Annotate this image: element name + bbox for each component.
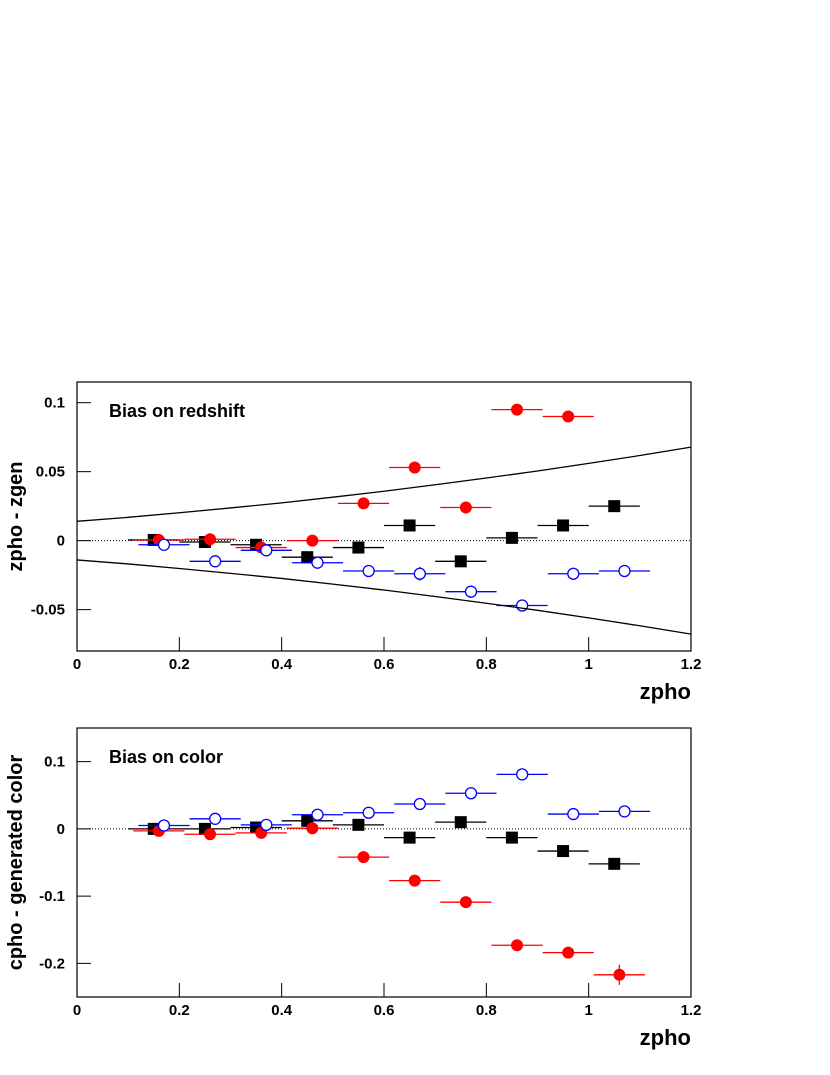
marker — [260, 818, 273, 831]
marker — [157, 538, 171, 551]
marker — [464, 787, 478, 800]
y-tick-label: 0 — [57, 533, 65, 550]
x-tick-label: 1 — [584, 1002, 592, 1019]
x-tick-label: 0.8 — [476, 656, 497, 673]
marker — [311, 556, 324, 569]
marker — [157, 819, 171, 832]
y-axis-label: zpho - zgen — [5, 462, 27, 572]
x-tick-label: 0.6 — [374, 656, 395, 673]
x-tick-label: 1 — [584, 656, 592, 673]
y-tick-label: -0.1 — [39, 888, 65, 905]
marker — [403, 519, 416, 532]
marker — [413, 567, 426, 580]
x-tick-label: 0.4 — [271, 656, 293, 673]
marker — [562, 410, 575, 423]
marker — [357, 497, 370, 510]
curve — [76, 559, 692, 635]
marker — [408, 874, 421, 887]
marker — [408, 461, 421, 474]
marker — [260, 544, 273, 557]
marker — [511, 939, 524, 952]
marker — [464, 585, 478, 598]
curve — [76, 446, 692, 522]
marker — [362, 806, 375, 819]
marker — [301, 551, 314, 564]
marker — [204, 533, 217, 546]
y-tick-label: 0.1 — [44, 754, 65, 771]
marker — [618, 805, 631, 818]
y-axis-label: cpho - generated color — [5, 754, 27, 970]
annotation: Bias on redshift — [109, 401, 245, 421]
marker — [505, 531, 518, 544]
y-tick-label: -0.05 — [31, 602, 65, 619]
x-tick-label: 0.4 — [271, 1002, 293, 1019]
marker — [454, 816, 467, 829]
x-tick-label: 0.6 — [374, 1002, 395, 1019]
y-tick-label: 0.05 — [36, 464, 65, 481]
panel: 0 0.2 0.4 0.6 0.8 1 1.2 -0.05 0 0.05 0.1 zpho zpho -… — [5, 381, 702, 704]
marker — [208, 812, 222, 825]
x-tick-label: 0.2 — [169, 1002, 190, 1019]
marker — [608, 857, 621, 870]
marker — [516, 768, 529, 781]
marker — [557, 519, 570, 532]
marker — [567, 567, 580, 580]
y-tick-label: -0.2 — [39, 955, 65, 972]
panel: 0 0.2 0.4 0.6 0.8 1 1.2 -0.2 -0.1 0 0.1 zpho cpho - … — [5, 727, 702, 1050]
marker — [204, 828, 217, 841]
marker — [352, 541, 365, 554]
marker — [511, 403, 524, 416]
marker — [459, 896, 472, 909]
y-tick-label: 0 — [57, 821, 65, 838]
marker — [562, 946, 575, 959]
x-tick-label: 0.2 — [169, 656, 190, 673]
marker — [306, 534, 319, 547]
marker — [306, 822, 319, 835]
y-tick-label: 0.1 — [44, 395, 65, 412]
marker — [311, 808, 324, 821]
marker — [613, 968, 626, 981]
x-tick-label: 0 — [73, 1002, 81, 1019]
x-axis-label: zpho — [640, 679, 691, 704]
marker — [454, 555, 467, 568]
marker — [459, 501, 472, 514]
x-tick-label: 1.2 — [681, 1002, 702, 1019]
marker — [403, 831, 416, 844]
marker — [357, 851, 370, 864]
marker — [618, 564, 631, 578]
marker — [505, 831, 518, 844]
annotation: Bias on color — [109, 747, 223, 767]
x-tick-label: 0.8 — [476, 1002, 497, 1019]
x-axis-label: zpho — [640, 1025, 691, 1050]
marker — [208, 555, 222, 568]
marker — [413, 797, 426, 811]
marker — [567, 807, 580, 821]
plot-frame — [76, 727, 692, 998]
marker — [250, 821, 263, 834]
marker — [557, 845, 570, 858]
marker — [608, 500, 621, 513]
marker — [362, 564, 375, 578]
plot-frame — [76, 381, 692, 652]
marker — [352, 818, 365, 831]
x-tick-label: 0 — [73, 656, 81, 673]
x-tick-label: 1.2 — [681, 656, 702, 673]
